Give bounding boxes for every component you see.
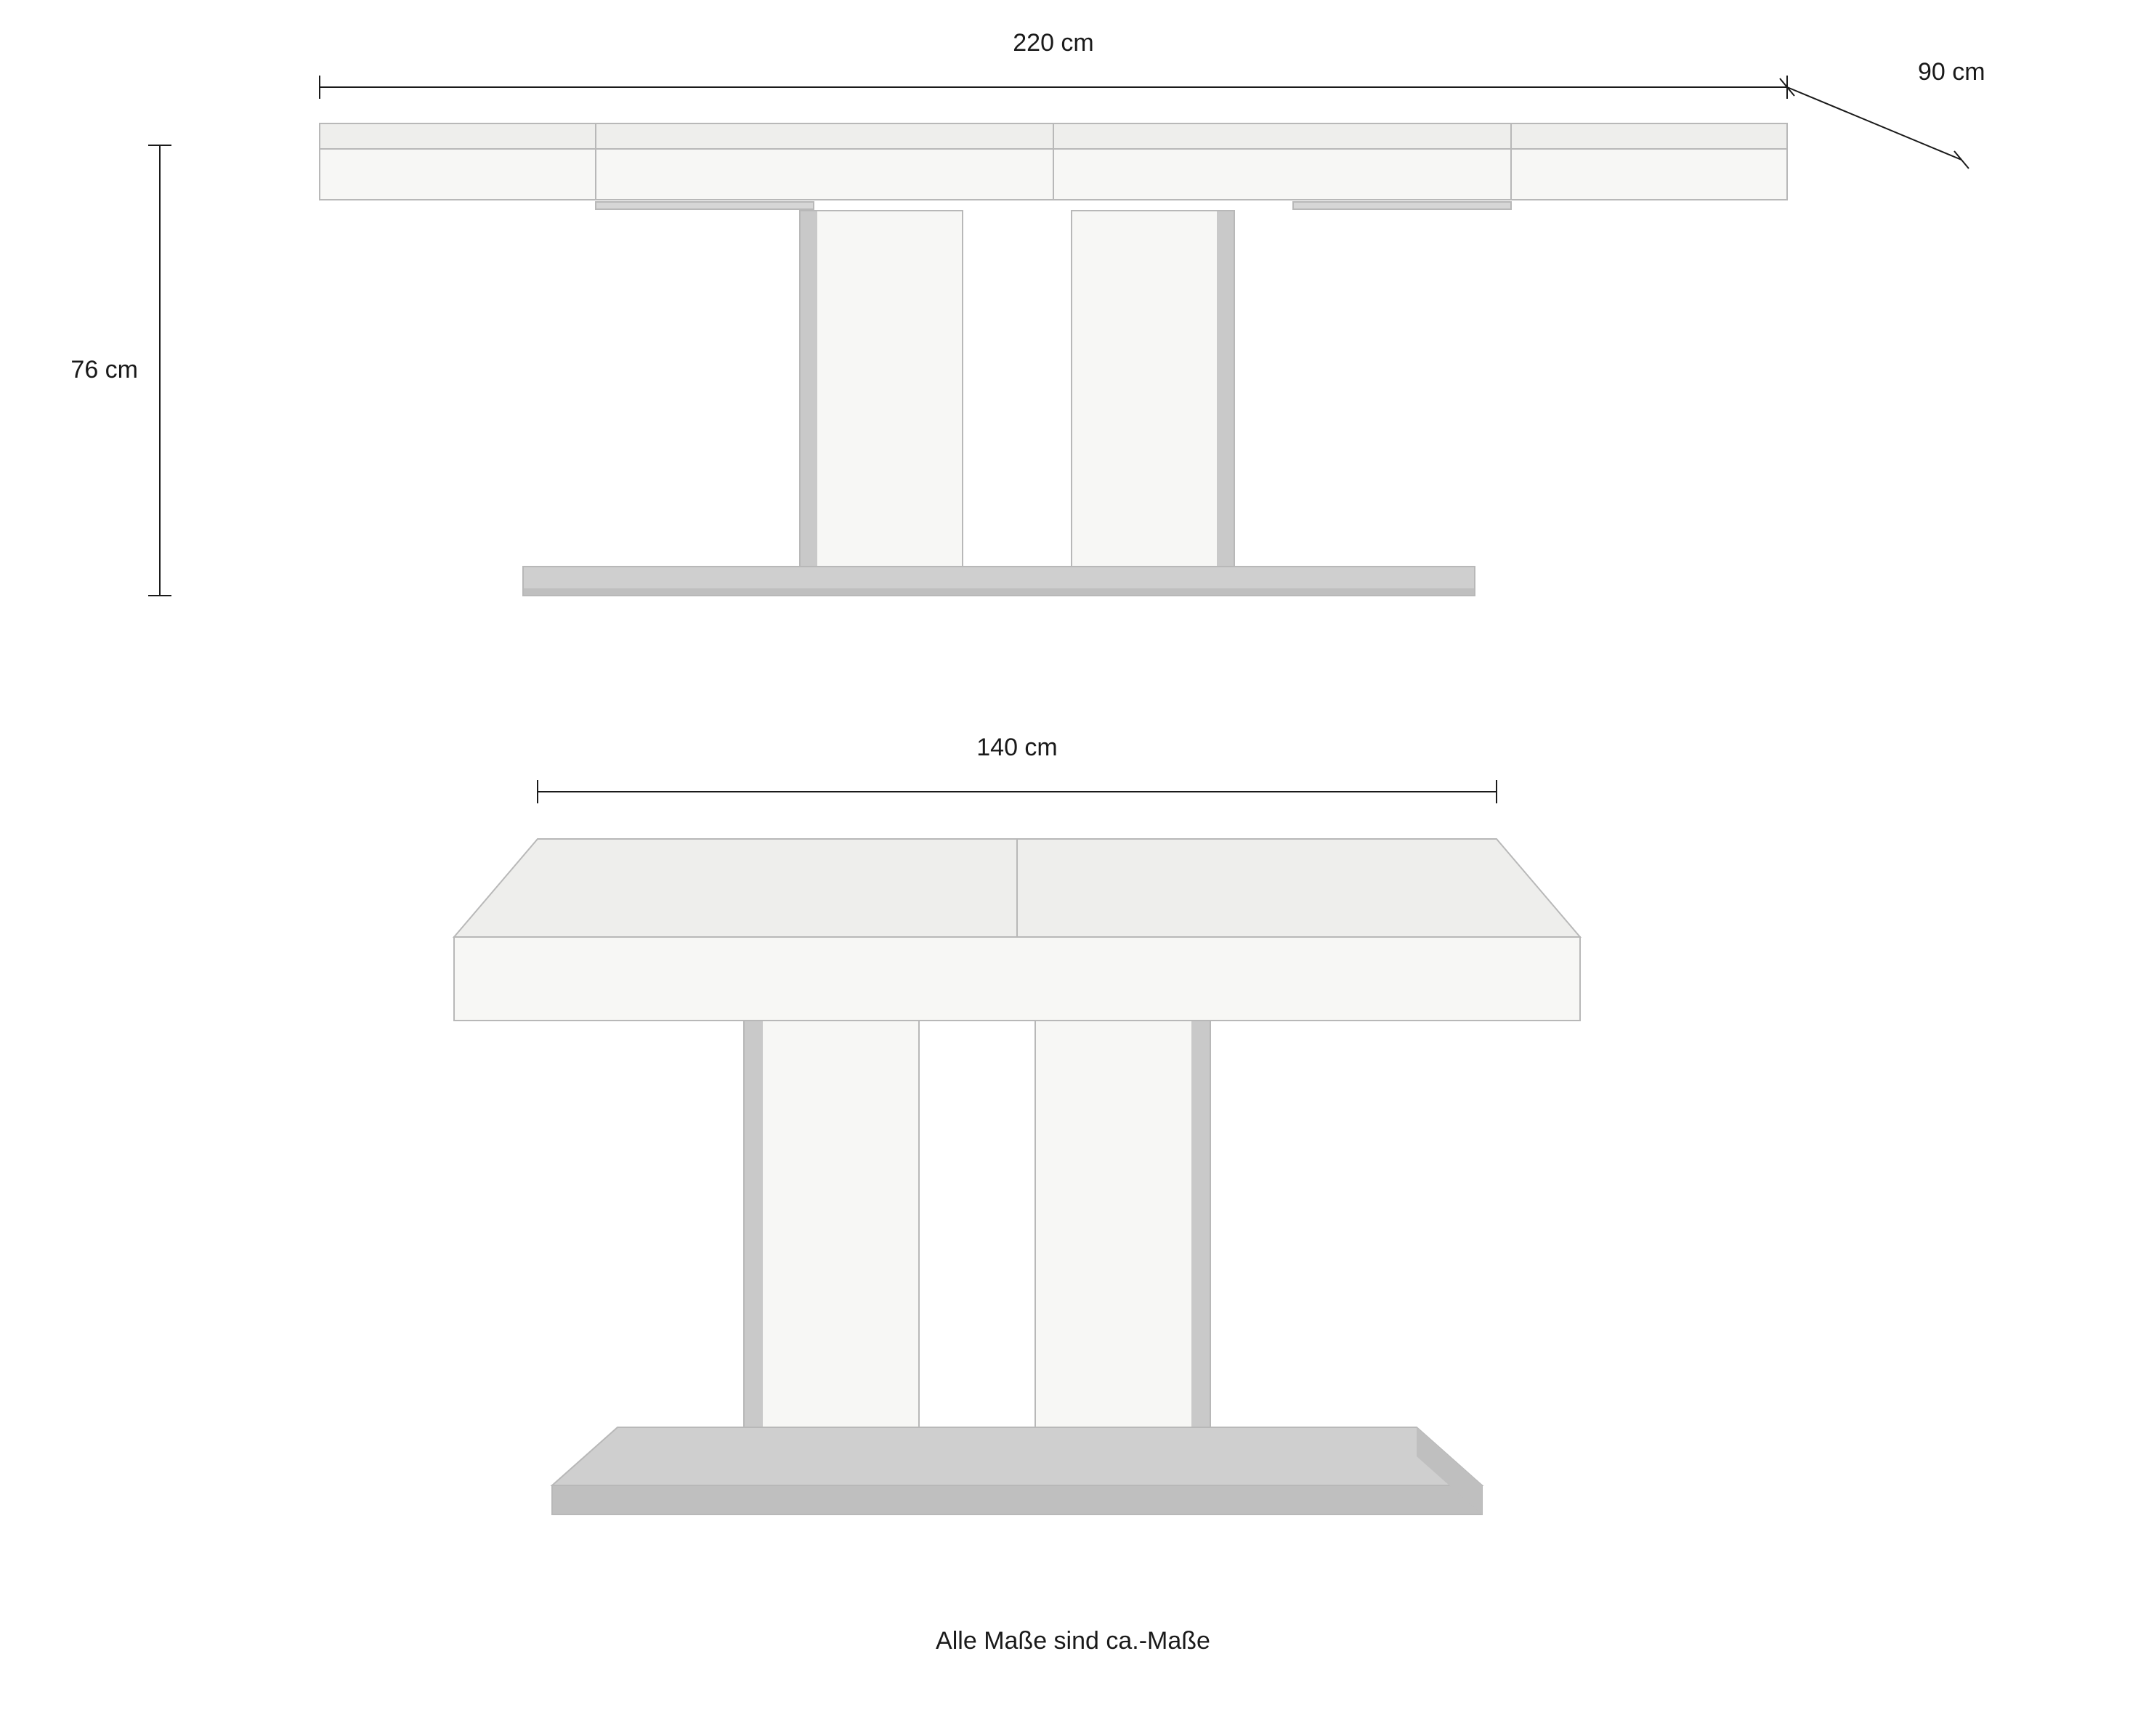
dim-depth: 90 cm: [1780, 58, 1985, 169]
table-extended-view: 220 cm 90 cm 76 cm: [70, 29, 1985, 596]
collapsed-pedestal: [744, 1021, 1210, 1427]
caption-text: Alle Maße sind ca.-Maße: [936, 1627, 1210, 1655]
collapsed-top: [454, 839, 1580, 1021]
dim-height: 76 cm: [70, 145, 171, 596]
extended-pedestal: [800, 211, 1234, 567]
extended-top: [320, 123, 1787, 200]
label-height: 76 cm: [70, 356, 138, 384]
dim-width-extended: 220 cm: [320, 29, 1787, 99]
dim-width-collapsed: 140 cm: [538, 734, 1497, 803]
extended-base: [523, 567, 1475, 596]
label-width-collapsed: 140 cm: [976, 734, 1058, 761]
extension-rails: [596, 202, 1511, 209]
label-width-extended: 220 cm: [1013, 29, 1094, 57]
collapsed-base: [552, 1427, 1482, 1514]
table-collapsed-view: 140 cm: [454, 734, 1580, 1514]
dimension-diagram: 220 cm 90 cm 76 cm: [0, 0, 2146, 1736]
label-depth: 90 cm: [1918, 58, 1985, 86]
